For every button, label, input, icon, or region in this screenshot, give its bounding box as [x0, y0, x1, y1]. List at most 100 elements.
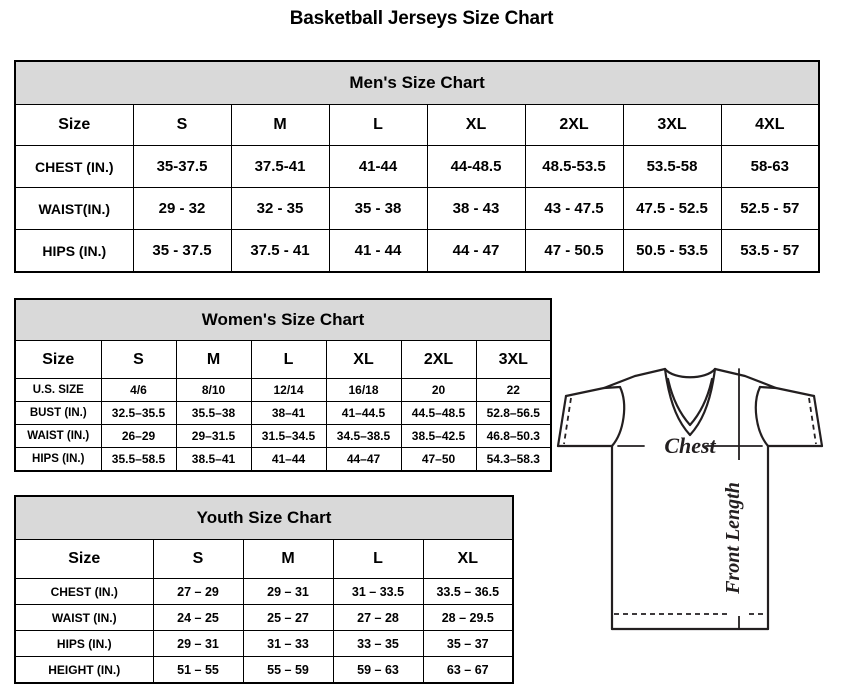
youth-col-header-m: M: [242, 539, 334, 579]
mens-hips-2xl: 47 - 50.5: [524, 229, 624, 273]
jersey-right-armhole: [754, 385, 770, 448]
youth-hips-s: 29 – 31: [152, 630, 244, 657]
table-row: BUST (IN.) 32.5–35.5 35.5–38 38–41 41–44…: [14, 401, 552, 425]
mens-waist-l: 35 - 38: [328, 187, 428, 230]
mens-hips-l: 41 - 44: [328, 229, 428, 273]
mens-waist-2xl: 43 - 47.5: [524, 187, 624, 230]
jersey-collar-band: [663, 367, 717, 379]
womens-size-chart-table: Women's Size Chart Size S M L XL 2XL 3XL…: [14, 298, 553, 472]
womens-col-header-s: S: [100, 340, 177, 379]
table-row: HIPS (IN.) 35.5–58.5 38.5–41 41–44 44–47…: [14, 447, 552, 472]
mens-col-header-4xl: 4XL: [720, 104, 820, 146]
mens-size-chart-table: Men's Size Chart Size S M L XL 2XL 3XL 4…: [14, 60, 821, 273]
mens-waist-m: 32 - 35: [230, 187, 330, 230]
womens-bust-xl: 41–44.5: [325, 401, 402, 425]
youth-table-title: Youth Size Chart: [14, 495, 514, 540]
front-length-measure-label-top: Front Length: [722, 482, 744, 595]
mens-col-header-s: S: [132, 104, 232, 146]
table-row: HEIGHT (IN.) 51 – 55 55 – 59 59 – 63 63 …: [14, 656, 514, 684]
mens-col-header-l: L: [328, 104, 428, 146]
page-title: Basketball Jerseys Size Chart: [289, 8, 554, 29]
mens-hips-3xl: 50.5 - 53.5: [622, 229, 722, 273]
womens-table-title: Women's Size Chart: [14, 298, 552, 341]
womens-waist-2xl: 38.5–42.5: [400, 424, 477, 448]
mens-chest-3xl: 53.5-58: [622, 145, 722, 188]
mens-row-label-waist: WAIST(IN.): [14, 187, 134, 230]
womens-bust-s: 32.5–35.5: [100, 401, 177, 425]
jersey-neckline-outer: [663, 367, 717, 437]
womens-row-label-us-size: U.S. SIZE: [14, 378, 102, 402]
womens-hips-2xl: 47–50: [400, 447, 477, 472]
jersey-right-shoulder-line: [713, 367, 816, 398]
womens-us-size-xl: 16/18: [325, 378, 402, 402]
table-row: WAIST(IN.) 29 - 32 32 - 35 35 - 38 38 - …: [14, 187, 820, 230]
jersey-left-armhole: [610, 385, 626, 448]
youth-hips-m: 31 – 33: [242, 630, 334, 657]
youth-height-l: 59 – 63: [332, 656, 424, 684]
youth-table-header-row: Size S M L XL: [14, 539, 514, 579]
womens-row-label-waist: WAIST (IN.): [14, 424, 102, 448]
womens-hips-m: 38.5–41: [175, 447, 252, 472]
table-row: CHEST (IN.) 27 – 29 29 – 31 31 – 33.5 33…: [14, 578, 514, 605]
mens-hips-4xl: 53.5 - 57: [720, 229, 820, 273]
youth-waist-xl: 28 – 29.5: [422, 604, 514, 631]
womens-hips-xl: 44–47: [325, 447, 402, 472]
youth-row-label-waist: WAIST (IN.): [14, 604, 154, 631]
womens-col-header-xl: XL: [325, 340, 402, 379]
mens-table-title-row: Men's Size Chart: [14, 60, 820, 105]
youth-size-chart-table: Youth Size Chart Size S M L XL CHEST (IN…: [14, 495, 515, 684]
youth-col-header-l: L: [332, 539, 424, 579]
womens-col-header-size: Size: [14, 340, 102, 379]
jersey-left-sleeve-seam: [602, 385, 622, 390]
mens-waist-xl: 38 - 43: [426, 187, 526, 230]
mens-hips-m: 37.5 - 41: [230, 229, 330, 273]
jersey-left-shoulder-line: [564, 367, 667, 398]
womens-hips-l: 41–44: [250, 447, 327, 472]
mens-waist-s: 29 - 32: [132, 187, 232, 230]
mens-hips-xl: 44 - 47: [426, 229, 526, 273]
mens-chest-4xl: 58-63: [720, 145, 820, 188]
youth-col-header-size: Size: [14, 539, 154, 579]
mens-chest-l: 41-44: [328, 145, 428, 188]
womens-bust-m: 35.5–38: [175, 401, 252, 425]
table-row: HIPS (IN.) 35 - 37.5 37.5 - 41 41 - 44 4…: [14, 229, 820, 273]
womens-table-header-row: Size S M L XL 2XL 3XL: [14, 340, 552, 379]
womens-waist-s: 26–29: [100, 424, 177, 448]
mens-col-header-2xl: 2XL: [524, 104, 624, 146]
jersey-measurement-diagram: Chest Front Length Front Length: [540, 352, 840, 674]
youth-col-header-s: S: [152, 539, 244, 579]
womens-waist-xl: 34.5–38.5: [325, 424, 402, 448]
youth-height-xl: 63 – 67: [422, 656, 514, 684]
youth-height-s: 51 – 55: [152, 656, 244, 684]
womens-us-size-m: 8/10: [175, 378, 252, 402]
womens-us-size-3xl: 22: [475, 378, 552, 402]
youth-row-label-chest: CHEST (IN.): [14, 578, 154, 605]
mens-waist-3xl: 47.5 - 52.5: [622, 187, 722, 230]
womens-waist-m: 29–31.5: [175, 424, 252, 448]
womens-bust-2xl: 44.5–48.5: [400, 401, 477, 425]
youth-waist-m: 25 – 27: [242, 604, 334, 631]
chest-measure-label: Chest: [664, 433, 716, 458]
jersey-right-sleeve-seam: [758, 385, 778, 390]
mens-col-header-m: M: [230, 104, 330, 146]
mens-table-header-row: Size S M L XL 2XL 3XL 4XL: [14, 104, 820, 146]
youth-hips-xl: 35 – 37: [422, 630, 514, 657]
youth-col-header-xl: XL: [422, 539, 514, 579]
mens-col-header-size: Size: [14, 104, 134, 146]
mens-col-header-3xl: 3XL: [622, 104, 722, 146]
mens-waist-4xl: 52.5 - 57: [720, 187, 820, 230]
mens-chest-2xl: 48.5-53.5: [524, 145, 624, 188]
table-row: CHEST (IN.) 35-37.5 37.5-41 41-44 44-48.…: [14, 145, 820, 188]
womens-waist-3xl: 46.8–50.3: [475, 424, 552, 448]
mens-chest-xl: 44-48.5: [426, 145, 526, 188]
youth-hips-l: 33 – 35: [332, 630, 424, 657]
youth-height-m: 55 – 59: [242, 656, 334, 684]
youth-waist-s: 24 – 25: [152, 604, 244, 631]
womens-table-title-row: Women's Size Chart: [14, 298, 552, 341]
mens-col-header-xl: XL: [426, 104, 526, 146]
jersey-neckline-middle: [666, 377, 714, 427]
table-row: WAIST (IN.) 24 – 25 25 – 27 27 – 28 28 –…: [14, 604, 514, 631]
youth-waist-l: 27 – 28: [332, 604, 424, 631]
mens-table-title: Men's Size Chart: [14, 60, 820, 105]
table-row: HIPS (IN.) 29 – 31 31 – 33 33 – 35 35 – …: [14, 630, 514, 657]
